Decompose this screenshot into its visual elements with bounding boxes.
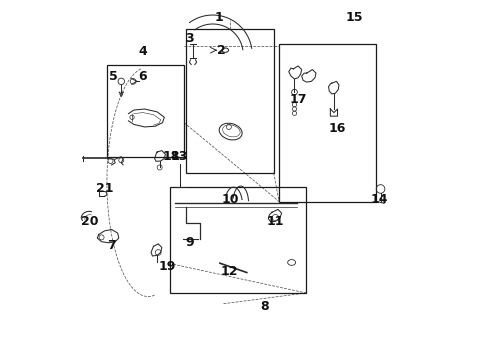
- Text: 10: 10: [222, 193, 240, 206]
- Text: 21: 21: [96, 183, 113, 195]
- Text: 20: 20: [81, 215, 99, 228]
- Text: 13: 13: [171, 150, 189, 163]
- Text: 19: 19: [158, 260, 175, 273]
- Text: 1: 1: [215, 12, 223, 24]
- Bar: [186, 30, 274, 173]
- Text: 2: 2: [218, 44, 226, 57]
- Text: 18: 18: [163, 150, 180, 163]
- Text: 4: 4: [138, 45, 147, 58]
- Text: 5: 5: [109, 69, 118, 82]
- Text: 16: 16: [329, 122, 346, 135]
- Text: 14: 14: [371, 193, 388, 206]
- Text: 7: 7: [107, 239, 116, 252]
- Bar: [279, 44, 376, 202]
- Text: 12: 12: [220, 265, 238, 278]
- Text: 11: 11: [267, 215, 284, 228]
- Text: 17: 17: [289, 93, 307, 106]
- Text: 3: 3: [185, 32, 194, 45]
- Text: 8: 8: [260, 300, 269, 313]
- Text: 6: 6: [139, 69, 147, 82]
- Bar: [170, 187, 306, 293]
- Text: 9: 9: [185, 236, 194, 249]
- Text: 15: 15: [345, 12, 363, 24]
- Bar: [107, 65, 184, 157]
